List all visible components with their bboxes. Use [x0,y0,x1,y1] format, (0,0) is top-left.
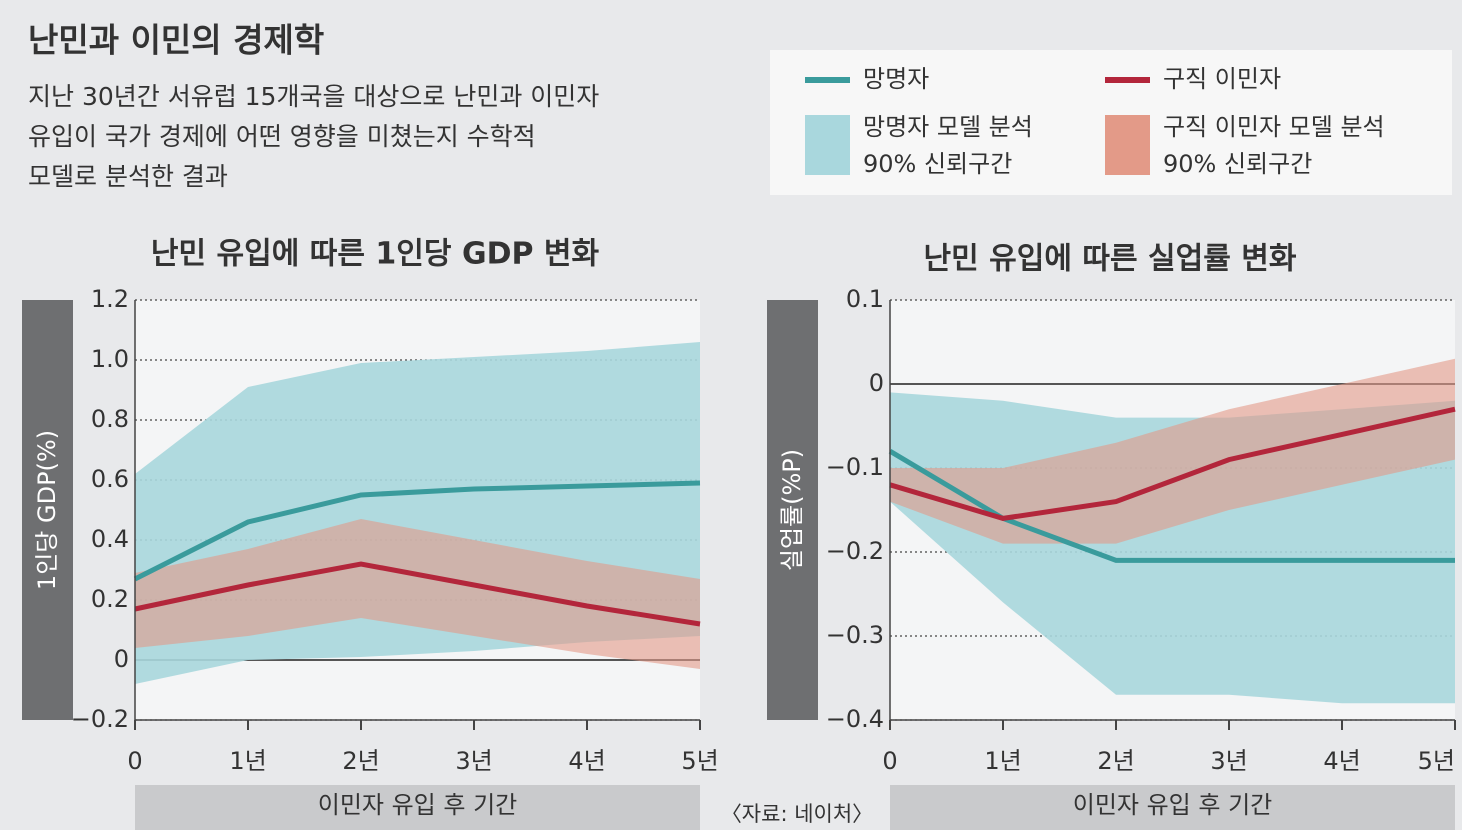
x-tick-label: 1년 [984,747,1021,775]
series-line [888,449,1455,563]
y-tick-label: 0.6 [91,465,129,493]
legend-label: 망명자 [863,65,929,93]
series-line [133,480,701,582]
chart-title: 난민 유입에 따른 1인당 GDP 변화 [151,237,600,272]
y-tick-label: 0.2 [91,585,129,613]
y-tick-label: 0.8 [91,405,129,433]
x-tick-label: 3년 [1210,747,1247,775]
subtitle-line: 모델로 분석한 결과 [28,162,228,191]
y-tick-label: 0.4 [91,525,129,553]
x-tick-label: 5년 [1418,747,1455,775]
confidence-band [135,519,700,669]
x-axis-title-bar [890,785,1455,830]
y-tick-label: 0.1 [846,285,884,313]
legend-band-label: 90% 신뢰구간 [1163,150,1312,178]
x-axis-title: 이민자 유입 후 기간 [318,791,518,819]
legend-band-label: 망명자 모델 분석 [863,113,1033,141]
confidence-band [890,358,1455,544]
y-tick-label: −0.3 [826,621,884,649]
y-axis-title-bar [767,300,818,720]
x-tick-label: 1년 [229,747,266,775]
x-tick-label: 5년 [681,747,718,775]
y-tick-label: −0.1 [826,453,884,481]
y-axis-title: 실업률(%P) [778,449,806,571]
x-tick-label: 2년 [1097,747,1134,775]
y-axis-title: 1인당 GDP(%) [33,430,61,590]
y-tick-label: 0 [114,645,129,673]
subtitle-line: 지난 30년간 서유럽 15개국을 대상으로 난민과 이민자 [28,82,599,111]
legend-band-label: 90% 신뢰구간 [863,150,1012,178]
y-tick-label: 1.0 [91,345,129,373]
x-axis-title-bar [135,785,700,830]
x-tick-label: 4년 [1323,747,1360,775]
page-title: 난민과 이민의 경제학 [28,21,324,60]
chart-title: 난민 유입에 따른 실업률 변화 [924,242,1297,277]
y-tick-label: 1.2 [91,285,129,313]
y-tick-label: −0.4 [826,705,884,733]
x-tick-label: 2년 [342,747,379,775]
y-tick-label: 0 [869,369,884,397]
legend-label: 구직 이민자 [1163,65,1281,93]
x-tick-label: 4년 [568,747,605,775]
y-tick-label: −0.2 [826,537,884,565]
legend-band [1105,115,1150,175]
series-line [889,406,1456,521]
source: 〈자료: 네이처〉 [721,802,873,826]
legend-band-label: 구직 이민자 모델 분석 [1163,113,1385,141]
y-tick-label: −0.2 [71,705,129,733]
y-axis-title-bar [22,300,73,720]
x-tick-label: 0 [882,747,897,775]
legend-band [805,115,850,175]
series-line [134,561,701,627]
subtitle-line: 유입이 국가 경제에 어떤 영향을 미쳤는지 수학적 [28,122,536,151]
x-tick-label: 0 [127,747,142,775]
x-tick-label: 3년 [455,747,492,775]
x-axis-title: 이민자 유입 후 기간 [1073,791,1273,819]
